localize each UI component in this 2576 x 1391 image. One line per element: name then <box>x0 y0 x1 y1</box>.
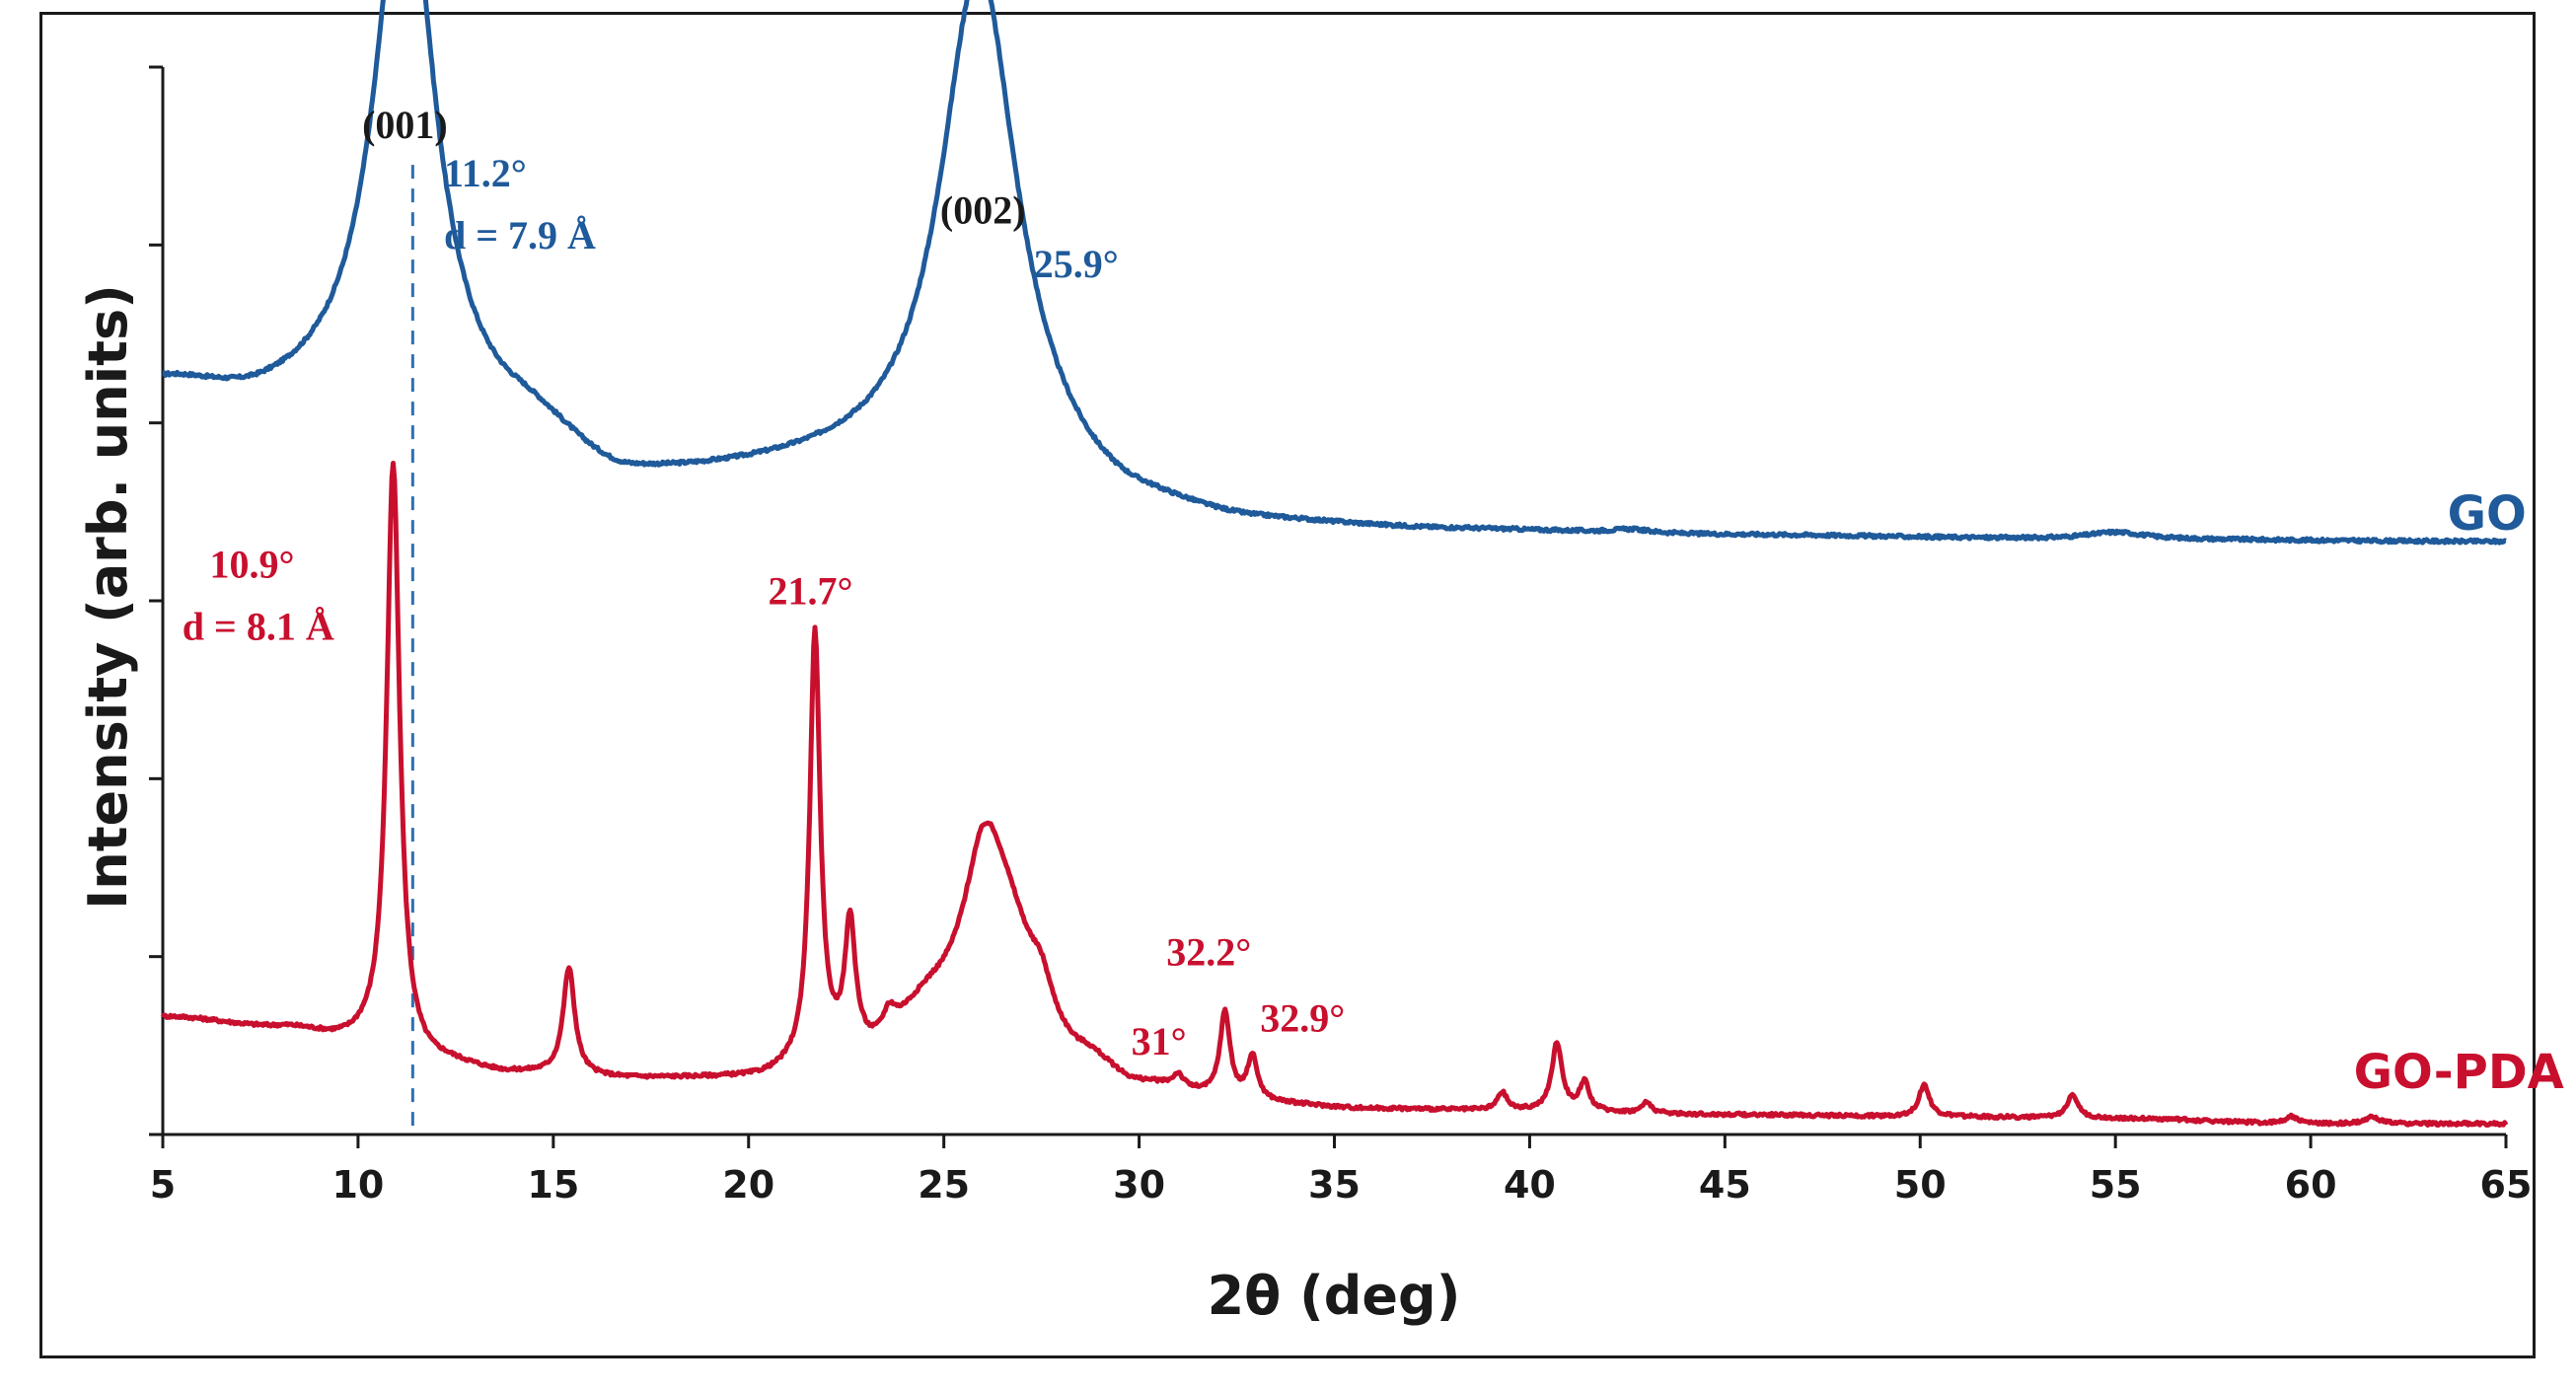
x-tick-label: 55 <box>2090 1163 2142 1207</box>
plot-area: GO GO-PDA <box>160 0 2564 1135</box>
annotation-pda-31: 31° <box>1132 1019 1187 1063</box>
annotation-pda-109: 10.9° <box>210 543 295 587</box>
annotation-pda-217: 21.7° <box>769 569 853 614</box>
x-tick-label: 10 <box>331 1163 384 1207</box>
x-tick-label: 50 <box>1894 1163 1947 1207</box>
x-axis-title: 2θ (deg) <box>1208 1265 1461 1327</box>
x-tick-label: 65 <box>2480 1163 2533 1207</box>
series-line-go-pda <box>160 461 2509 1128</box>
series-label-label-gopda: GO-PDA <box>2354 1045 2564 1100</box>
x-tick-label: 35 <box>1308 1163 1361 1207</box>
annotation-pda-329: 32.9° <box>1260 995 1345 1040</box>
x-tick-label: 45 <box>1699 1163 1751 1207</box>
series-line-go <box>161 0 2508 546</box>
x-tick-label: 5 <box>150 1163 176 1207</box>
y-ticks <box>149 65 163 1136</box>
x-ticks: 5 10 15 20 25 30 35 40 45 50 55 60 65 <box>150 1135 2533 1207</box>
annotation-pda-322: 32.2° <box>1166 930 1251 975</box>
x-tick-label: 60 <box>2285 1163 2337 1207</box>
annotations: (001)11.2° d = 7.9 Å (002)25.9° 10.9° d = 8.… <box>183 103 1345 1063</box>
x-tick-label: 40 <box>1504 1163 1556 1207</box>
annotation-go-112: 11.2° <box>444 151 527 195</box>
x-tick-label: 30 <box>1113 1163 1165 1207</box>
annotation-go-259: 25.9° <box>1034 242 1119 286</box>
annotation-go-001: (001) <box>362 103 448 147</box>
annotation-pda-d81: d = 8.1 Å <box>183 605 334 649</box>
x-tick-label: 20 <box>722 1163 774 1207</box>
annotation-go-d79: d = 7.9 Å <box>444 213 596 257</box>
x-tick-label: 25 <box>918 1163 970 1207</box>
series-label-label-go: GO <box>2448 486 2527 542</box>
x-tick-label: 15 <box>527 1163 579 1207</box>
annotation-go-002: (002) <box>940 188 1026 233</box>
y-axis-title: Intensity (arb. units) <box>77 284 139 910</box>
